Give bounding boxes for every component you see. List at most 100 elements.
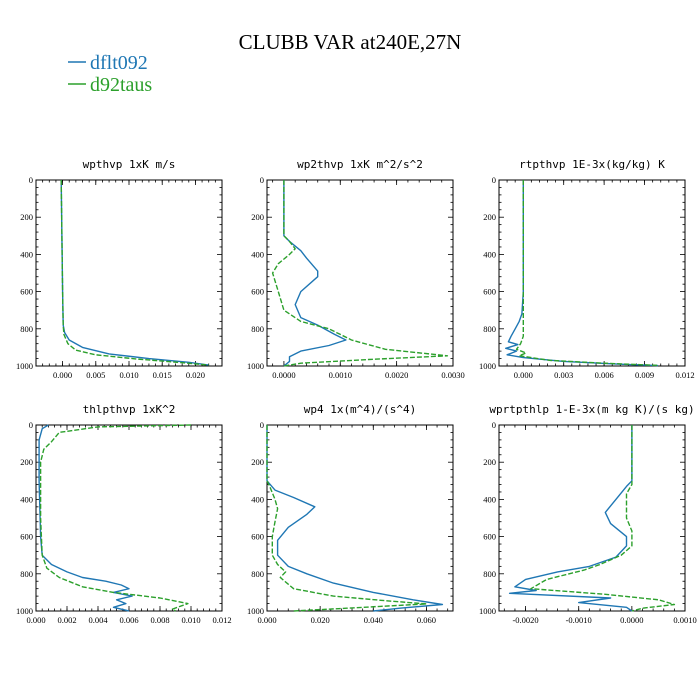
x-tick-label: 0.000 — [257, 615, 276, 625]
plot-frame — [35, 179, 223, 367]
y-tick-label: 0 — [29, 420, 33, 430]
legend-label-d92taus: d92taus — [90, 74, 152, 96]
y-tick-label: 600 — [251, 287, 264, 297]
series-line-dflt092 — [38, 424, 133, 612]
series-line-d92taus — [271, 180, 449, 367]
y-tick-label: 1000 — [247, 361, 264, 371]
x-tick-label: 0.0030 — [441, 370, 464, 380]
y-tick-label: 400 — [251, 494, 264, 504]
chart-panel-3: rtpthvp 1E-3x(kg/kg) K 0.000 0.003 0.006 0.0… — [479, 158, 695, 380]
x-tick-label: 0.002 — [57, 615, 76, 625]
panel-title: wp4 1x(m^4)/(s^4) — [304, 403, 417, 416]
y-tick-label: 0 — [492, 175, 496, 185]
x-tick-label: 0.004 — [88, 615, 108, 625]
y-tick-label: 1000 — [479, 361, 496, 371]
y-tick-label: 200 — [251, 457, 264, 467]
x-tick-label: -0.0010 — [566, 615, 592, 625]
series-line-d92taus — [39, 424, 192, 612]
series-line-dflt092 — [508, 425, 633, 612]
series-line-dflt092 — [60, 179, 209, 366]
y-tick-label: 600 — [483, 532, 496, 542]
legend: dflt092 d92taus — [68, 52, 152, 96]
x-tick-label: 0.010 — [119, 370, 138, 380]
y-tick-label: 600 — [251, 532, 264, 542]
x-tick-label: 0.060 — [417, 615, 436, 625]
series-line-d92taus — [530, 425, 676, 612]
y-tick-label: 0 — [260, 420, 264, 430]
x-tick-label: -0.0020 — [512, 615, 538, 625]
figure-title: CLUBB VAR at240E,27N — [239, 30, 462, 54]
y-tick-label: 400 — [483, 249, 496, 259]
y-tick-label: 400 — [251, 249, 264, 259]
plot-frame — [35, 424, 223, 612]
x-tick-label: 0.0000 — [272, 370, 295, 380]
series-line-dflt092 — [283, 180, 347, 367]
y-tick-label: 400 — [20, 249, 33, 259]
y-tick-label: 800 — [251, 324, 264, 334]
series-line-d92taus — [266, 425, 428, 612]
y-tick-label: 600 — [20, 287, 33, 297]
y-tick-label: 1000 — [16, 606, 33, 616]
x-tick-label: 0.000 — [53, 370, 72, 380]
x-tick-label: 0.0020 — [385, 370, 408, 380]
panel-title: wprtpthlp 1-E-3x(m kg K)/(s kg) — [489, 403, 694, 416]
x-tick-label: 0.008 — [150, 615, 169, 625]
x-tick-label: 0.006 — [119, 615, 138, 625]
x-tick-label: 0.0000 — [620, 615, 643, 625]
panel-title: wp2thvp 1xK m^2/s^2 — [297, 158, 423, 171]
x-tick-label: 0.020 — [186, 370, 205, 380]
x-tick-label: 0.0010 — [673, 615, 696, 625]
y-tick-label: 200 — [483, 212, 496, 222]
y-tick-label: 200 — [251, 212, 264, 222]
y-tick-label: 600 — [20, 532, 33, 542]
x-tick-label: 0.009 — [635, 370, 654, 380]
y-tick-label: 800 — [20, 324, 33, 334]
series-line-d92taus — [60, 179, 209, 366]
x-tick-label: 0.005 — [86, 370, 105, 380]
y-tick-label: 200 — [483, 457, 496, 467]
y-tick-label: 1000 — [247, 606, 264, 616]
y-tick-label: 1000 — [16, 361, 33, 371]
plot-frame — [498, 179, 686, 367]
y-tick-label: 800 — [483, 569, 496, 579]
x-tick-label: 0.040 — [364, 615, 383, 625]
series-line-d92taus — [515, 180, 659, 367]
x-tick-label: 0.012 — [212, 615, 231, 625]
y-tick-label: 0 — [260, 175, 264, 185]
y-tick-label: 400 — [20, 494, 33, 504]
panel-title: thlpthvp 1xK^2 — [83, 403, 176, 416]
y-tick-label: 0 — [492, 420, 496, 430]
y-tick-label: 400 — [483, 494, 496, 504]
x-tick-label: 0.006 — [595, 370, 614, 380]
x-tick-label: 0.000 — [514, 370, 533, 380]
plot-frame — [266, 179, 454, 367]
x-tick-label: 0.010 — [181, 615, 200, 625]
y-tick-label: 0 — [29, 175, 33, 185]
chart-panel-5: wp4 1x(m^4)/(s^4) 0.000 0.020 0.040 0.060 0 20… — [247, 403, 454, 625]
chart-panel-6: wprtpthlp 1-E-3x(m kg K)/(s kg) -0.0020 -0… — [479, 403, 697, 625]
y-tick-label: 1000 — [479, 606, 496, 616]
panel-title: rtpthvp 1E-3x(kg/kg) K — [519, 158, 665, 171]
y-tick-label: 200 — [20, 457, 33, 467]
panel-title: wpthvp 1xK m/s — [83, 158, 176, 171]
plot-frame — [266, 424, 454, 612]
chart-panel-4: thlpthvp 1xK^2 0.000 0.002 0.004 0.006 0.008 0… — [16, 403, 232, 625]
legend-label-dflt092: dflt092 — [90, 52, 148, 74]
y-tick-label: 200 — [20, 212, 33, 222]
x-tick-label: 0.003 — [554, 370, 573, 380]
y-tick-label: 600 — [483, 287, 496, 297]
y-tick-label: 800 — [20, 569, 33, 579]
x-tick-label: 0.012 — [675, 370, 694, 380]
chart-panel-1: wpthvp 1xK m/s 0.000 0.005 0.010 0.015 0.020 0… — [16, 158, 223, 380]
series-line-dflt092 — [505, 180, 659, 367]
x-tick-label: 0.0010 — [329, 370, 352, 380]
x-tick-label: 0.015 — [153, 370, 172, 380]
y-tick-label: 800 — [251, 569, 264, 579]
panels: wpthvp 1xK m/s 0.000 0.005 0.010 0.015 0.020 0… — [16, 158, 697, 625]
chart-panel-2: wp2thvp 1xK m^2/s^2 0.0000 0.0010 0.0020 0.0… — [247, 158, 465, 380]
series-line-dflt092 — [266, 425, 444, 612]
plot-frame — [498, 424, 686, 612]
x-tick-label: 0.000 — [26, 615, 45, 625]
x-tick-label: 0.020 — [311, 615, 330, 625]
